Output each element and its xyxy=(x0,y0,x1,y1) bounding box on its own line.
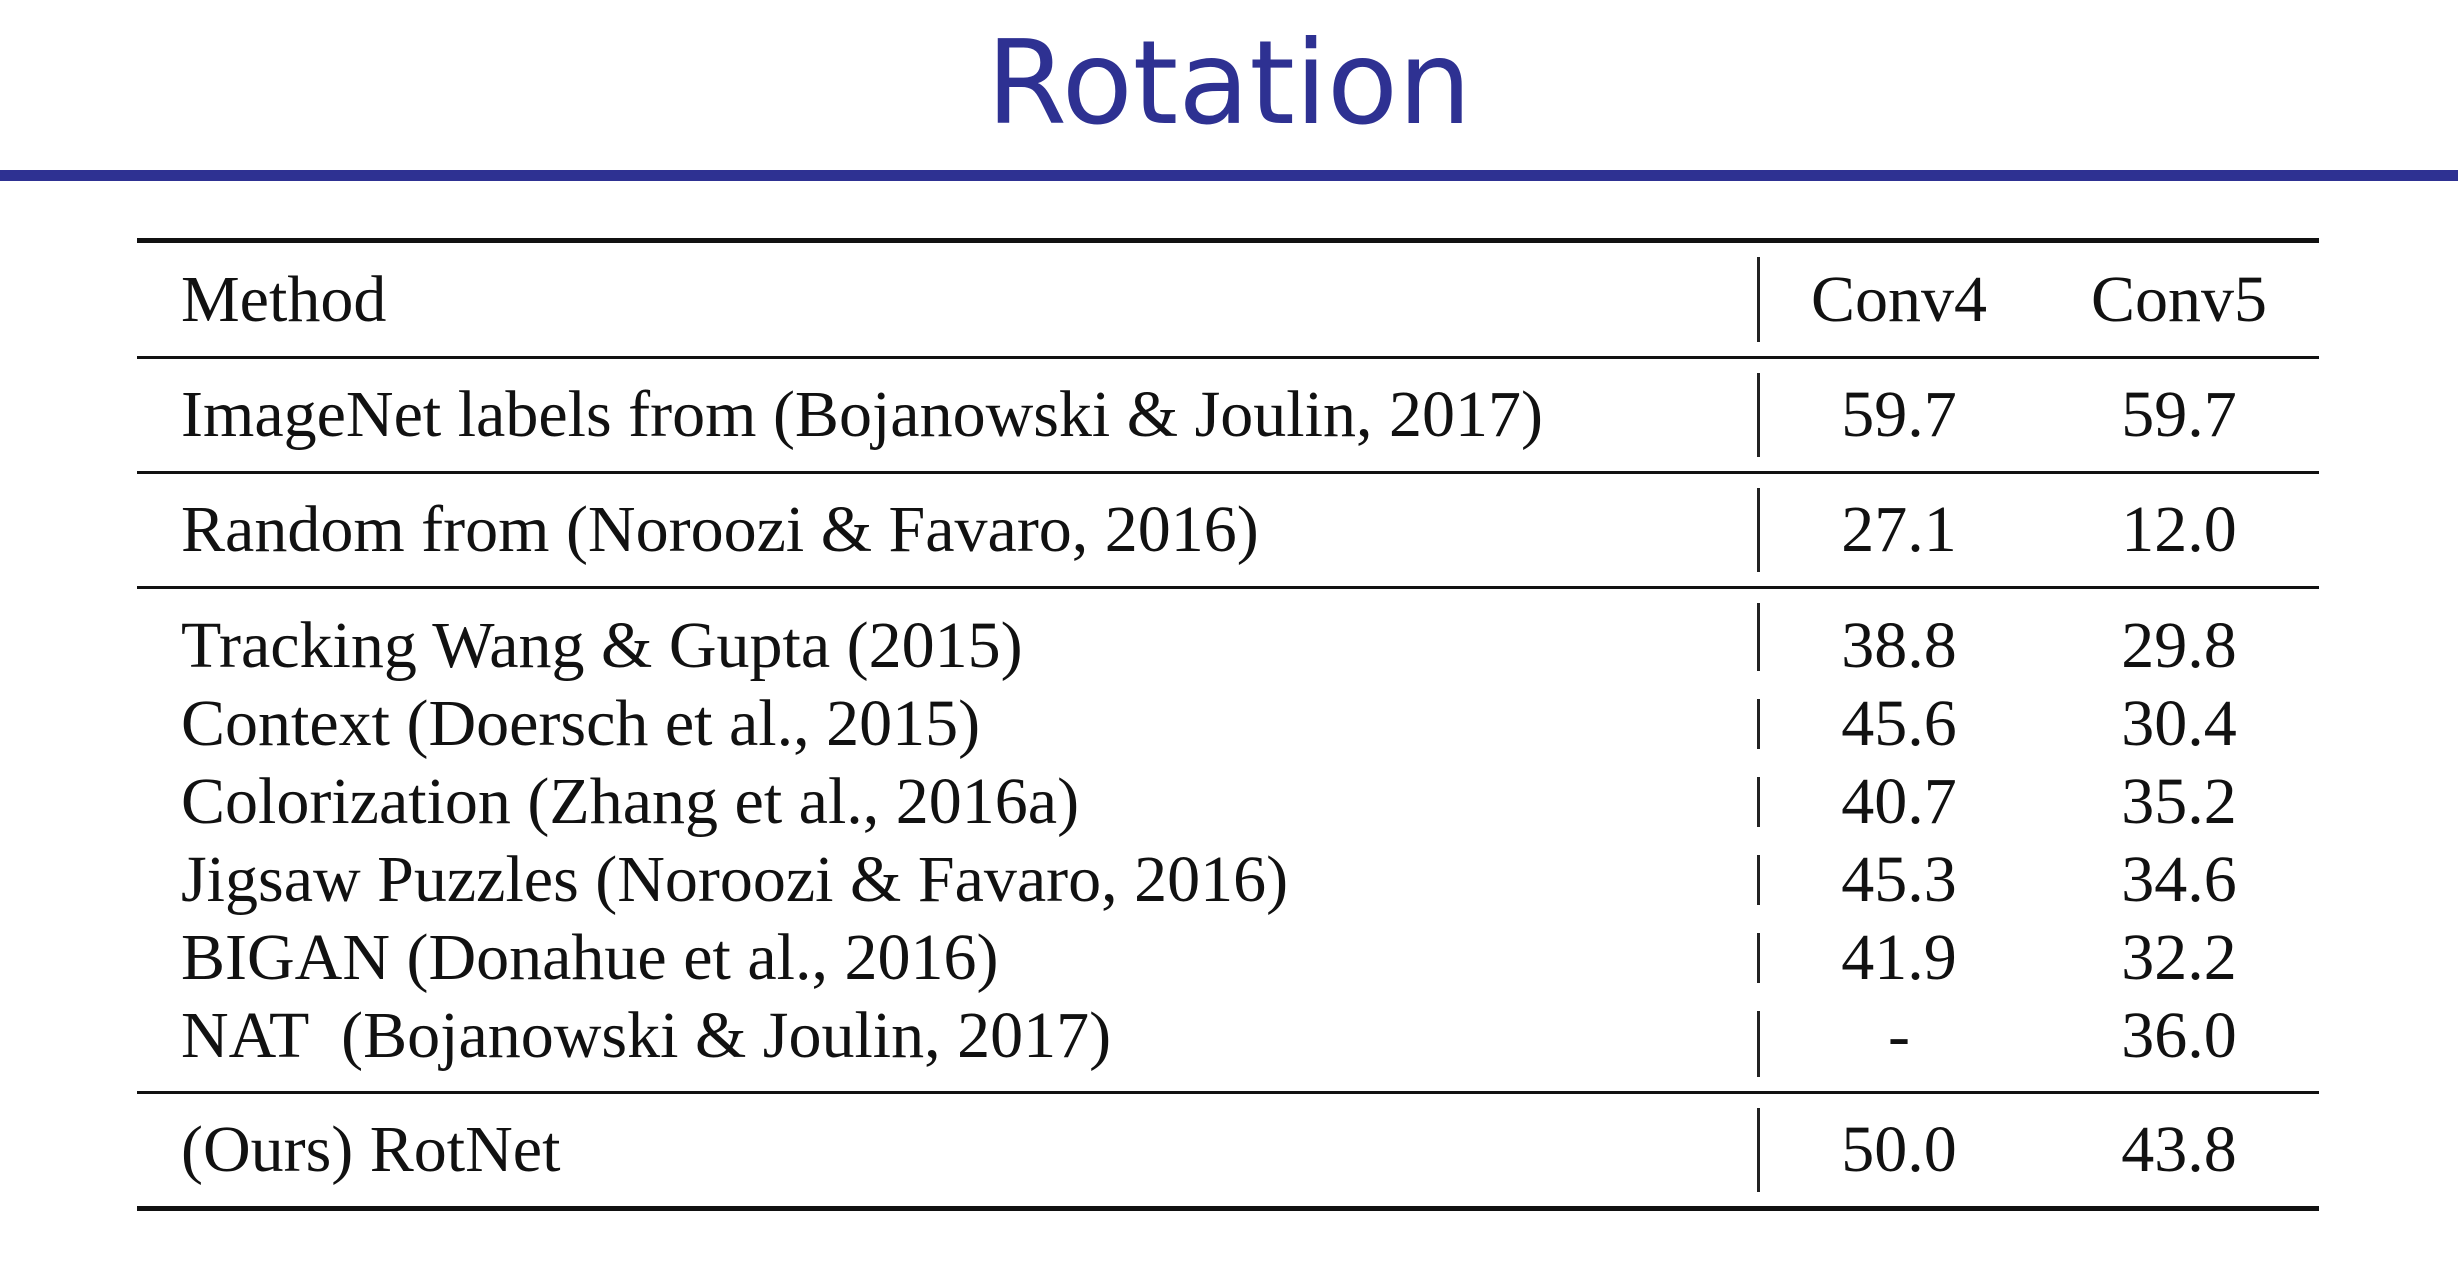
conv4-cell: 59.7 xyxy=(1841,378,1957,451)
method-cell: Jigsaw Puzzles (Noroozi & Favaro, 2016) xyxy=(181,843,1289,916)
table-row: BIGAN (Donahue et al., 2016) 41.9 32.2 xyxy=(137,919,2319,997)
conv5-cell: 30.4 xyxy=(2121,687,2237,760)
conv4-cell: 45.3 xyxy=(1841,843,1957,916)
conv4-cell: - xyxy=(1888,999,1910,1072)
method-cell: Context (Doersch et al., 2015) xyxy=(181,687,981,760)
conv4-cell: 41.9 xyxy=(1841,921,1957,994)
conv5-cell: 36.0 xyxy=(2121,999,2237,1072)
table-row: Context (Doersch et al., 2015) 45.6 30.4 xyxy=(137,685,2319,763)
conv5-cell: 35.2 xyxy=(2121,765,2237,838)
conv5-cell: 12.0 xyxy=(2121,493,2237,566)
conv4-cell: 45.6 xyxy=(1841,687,1957,760)
conv5-cell: 34.6 xyxy=(2121,843,2237,916)
conv5-cell: 59.7 xyxy=(2121,378,2237,451)
table-row: NAT (Bojanowski & Joulin, 2017) - 36.0 xyxy=(137,997,2319,1093)
header-method: Method xyxy=(181,262,387,336)
conv4-cell: 38.8 xyxy=(1841,609,1957,682)
header-conv5: Conv5 xyxy=(2090,262,2268,336)
table-header-row: Method Conv4 Conv5 xyxy=(137,240,2319,358)
header-conv4: Conv4 xyxy=(1810,262,1988,336)
conv4-cell: 40.7 xyxy=(1841,765,1957,838)
conv4-cell: 27.1 xyxy=(1841,493,1957,566)
method-cell: BIGAN (Donahue et al., 2016) xyxy=(181,921,999,994)
conv4-cell: 50.0 xyxy=(1841,1113,1957,1186)
conv5-cell: 32.2 xyxy=(2121,921,2237,994)
conv5-cell: 43.8 xyxy=(2121,1113,2237,1186)
conv5-cell: 29.8 xyxy=(2121,609,2237,682)
table-row: ImageNet labels from (Bojanowski & Jouli… xyxy=(137,357,2319,473)
method-cell: Tracking Wang & Gupta (2015) xyxy=(181,609,1023,682)
slide-title: Rotation xyxy=(986,16,1472,151)
table-row: Random from (Noroozi & Favaro, 2016) 27.… xyxy=(137,472,2319,588)
method-cell: ImageNet labels from (Bojanowski & Jouli… xyxy=(181,378,1543,451)
table-row: Tracking Wang & Gupta (2015) 38.8 29.8 xyxy=(137,587,2319,686)
method-cell: Random from (Noroozi & Favaro, 2016) xyxy=(181,493,1259,566)
table-row: Colorization (Zhang et al., 2016a) 40.7 … xyxy=(137,763,2319,841)
results-table: Method Conv4 Conv5 ImageNet labels from … xyxy=(137,238,2319,1211)
method-cell: NAT (Bojanowski & Joulin, 2017) xyxy=(181,999,1112,1072)
method-cell: (Ours) RotNet xyxy=(181,1113,561,1186)
method-cell: Colorization (Zhang et al., 2016a) xyxy=(181,765,1080,838)
table-row: Jigsaw Puzzles (Noroozi & Favaro, 2016) … xyxy=(137,841,2319,919)
table-row: (Ours) RotNet 50.0 43.8 xyxy=(137,1092,2319,1209)
title-underline xyxy=(0,170,2458,181)
